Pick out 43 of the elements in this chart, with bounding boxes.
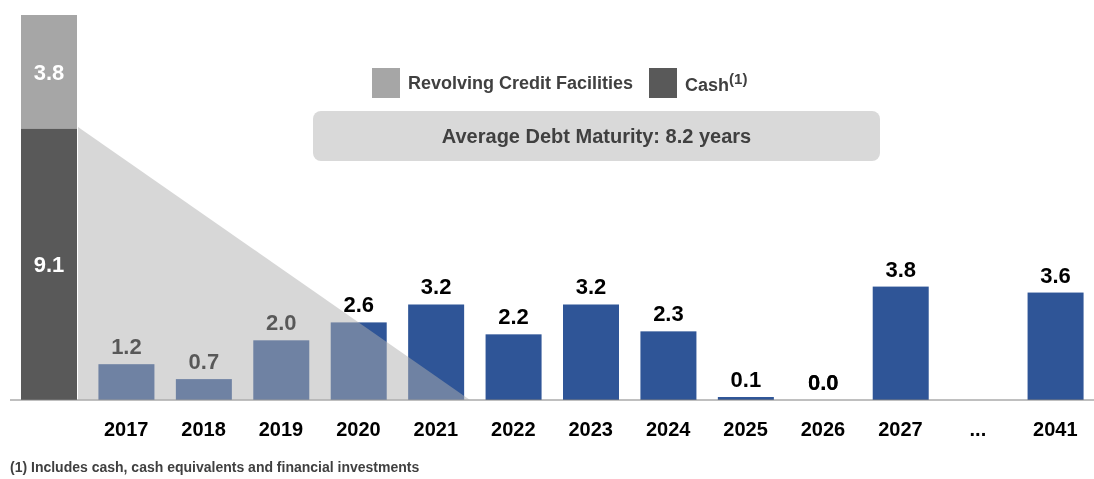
text: (1) Includes cash, cash equivalents and financial investments <box>10 459 420 475</box>
bar <box>485 334 542 400</box>
legend-label: Revolving Credit Facilities <box>408 72 634 94</box>
x-tick-label: 2027 <box>878 418 923 441</box>
x-tick-label: 2021 <box>413 418 459 441</box>
x-tick-label: 2020 <box>336 418 381 441</box>
data-label: 3.6 <box>1040 262 1071 288</box>
data-label: 2.2 <box>498 304 529 330</box>
bar <box>21 15 77 129</box>
x-tick-label: 2023 <box>568 418 613 441</box>
x-tick-label: 2026 <box>800 418 846 441</box>
data-label: 2.3 <box>653 301 684 327</box>
x-tick-label: 2025 <box>723 418 768 441</box>
bar <box>563 304 619 400</box>
data-label: 3.2 <box>575 274 607 300</box>
x-tick-label: 2041 <box>1033 418 1078 441</box>
data-label: 1.2 <box>111 334 142 360</box>
data-label: 3.2 <box>420 274 452 300</box>
bar <box>330 322 387 400</box>
data-label: 3.8 <box>33 59 65 85</box>
bar <box>253 340 310 400</box>
legend-label: Cash$^{(1)}$ <box>685 70 748 96</box>
x-tick-label: 2019 <box>258 418 304 441</box>
x-tick-label: 2017 <box>103 418 149 441</box>
bar <box>175 379 232 400</box>
data-label: 3.8 <box>885 256 917 282</box>
bar <box>872 286 929 400</box>
bar <box>640 331 697 400</box>
bar <box>1027 292 1084 400</box>
data-label: 0.0 <box>807 370 839 395</box>
bar <box>21 128 77 400</box>
data-label: 0.1 <box>730 367 762 393</box>
x-tick-label: ... <box>969 418 987 441</box>
data-label: 0.7 <box>188 349 220 375</box>
x-tick-label: 2022 <box>491 418 536 441</box>
bar <box>98 364 155 400</box>
bar <box>408 304 465 400</box>
x-tick-label: 2018 <box>181 418 226 441</box>
callout-box: Average Debt Maturity: 8.2 years <box>313 111 880 161</box>
x-tick-label: 2024 <box>645 418 692 441</box>
data-label: 2.0 <box>265 310 297 336</box>
data-label: 9.1 <box>33 252 65 278</box>
data-label: 2.6 <box>343 292 375 318</box>
